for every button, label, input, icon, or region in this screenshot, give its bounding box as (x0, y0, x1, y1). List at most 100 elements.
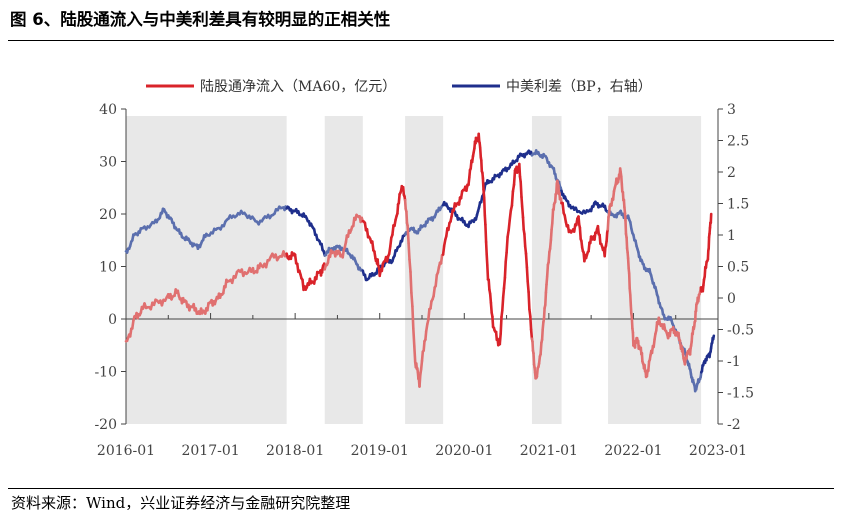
series-segment (526, 280, 530, 294)
series-segment (532, 351, 536, 366)
series-segment (411, 326, 416, 348)
series-segment (535, 366, 540, 379)
left-tick-label: 30 (99, 155, 117, 171)
series-segment (500, 295, 505, 312)
x-tick-label: 2019-01 (351, 443, 409, 459)
series-segment (507, 218, 512, 232)
shaded-periods (126, 116, 702, 424)
series-segment (498, 332, 503, 346)
series-segment (485, 263, 490, 281)
series-segment (596, 224, 601, 236)
series-segment (409, 270, 413, 295)
series-segment (605, 231, 609, 243)
title-rule (8, 40, 834, 41)
series-segment (544, 283, 548, 295)
x-tick-label: 2022-01 (604, 443, 662, 459)
series-segment (396, 203, 400, 215)
right-tick-label: -1.5 (727, 386, 754, 402)
series-segment (521, 216, 526, 231)
series-segment (646, 360, 651, 373)
right-tick-label: -0.5 (727, 323, 754, 339)
series-segment (422, 339, 426, 352)
series-segment (503, 260, 508, 280)
series-segment (606, 215, 610, 231)
series-segment (603, 246, 607, 258)
x-tick-label: 2016-01 (97, 443, 155, 459)
series-segment (524, 252, 529, 269)
series-segment (539, 341, 543, 356)
series-segment (406, 224, 410, 245)
series-segment (410, 291, 414, 308)
right-tick-label: 1 (727, 228, 736, 244)
series-segment (611, 189, 616, 201)
series-segment (548, 238, 553, 250)
series-segment (626, 256, 631, 271)
series-segment (419, 359, 424, 371)
series-segment (441, 244, 446, 256)
left-tick-label: 0 (108, 312, 117, 328)
series-segment (542, 306, 546, 321)
left-tick-label: 10 (99, 260, 117, 276)
series-segment (485, 253, 489, 267)
series-segment (293, 253, 298, 265)
legend: 陆股通净流入（MA60，亿元） 中美利差（BP，右轴） (146, 79, 652, 95)
series-segment (520, 205, 525, 219)
series-segment (501, 286, 506, 299)
series-segment (484, 223, 488, 244)
left-tick-label: -20 (94, 417, 117, 433)
x-tick-label: 2023-01 (689, 443, 747, 459)
series-segment (482, 188, 486, 200)
right-tick-label: 0 (727, 291, 736, 307)
series-segment (508, 209, 513, 222)
x-tick-label: 2017-01 (181, 443, 239, 459)
series-segment (403, 198, 408, 211)
series-segment (365, 227, 370, 239)
series-segment (628, 293, 633, 307)
series-segment (424, 329, 428, 342)
series-segment (528, 314, 533, 331)
series-segment (388, 236, 393, 248)
series-lines (124, 132, 716, 393)
series-segment (525, 265, 530, 283)
series-segment (545, 274, 549, 286)
series-segment (510, 190, 515, 207)
series-segment (397, 192, 401, 205)
series-segment (520, 195, 524, 209)
series-segment (630, 315, 634, 330)
x-tick-label: 2018-01 (266, 443, 324, 459)
series-segment (529, 328, 534, 341)
series-segment (629, 303, 633, 315)
series-segment (482, 196, 487, 217)
shaded-period-1 (126, 116, 287, 424)
series-segment (550, 208, 555, 225)
left-tick-label: -10 (94, 365, 117, 381)
series-segment (517, 162, 522, 178)
series-segment (487, 278, 491, 291)
line-chart: -20 -10 0 10 20 30 40 -2 -1.5 -1 -0.5 0 0.5 1 1.5 2 2.5 3… (94, 79, 754, 459)
series-segment (640, 351, 644, 363)
series-segment (370, 240, 375, 252)
series-segment (439, 254, 444, 265)
series-segment (491, 315, 495, 329)
source-note: 资料来源：Wind，兴业证券经济与金融研究院整理 (11, 494, 351, 512)
series-spread (124, 149, 716, 393)
right-tick-label: 1.5 (727, 197, 749, 213)
series-segment (540, 328, 545, 342)
series-segment (504, 251, 508, 264)
right-tick-label: 3 (727, 102, 736, 118)
figure-title: 图 6、陆股通流入与中美利差具有较明显的正相关性 (10, 10, 391, 29)
series-segment (711, 334, 716, 341)
series-segment (432, 286, 437, 298)
series-segment (577, 215, 581, 226)
series-segment (434, 273, 439, 288)
source-rule (8, 488, 834, 489)
series-segment (547, 250, 551, 264)
left-tick-label: 40 (99, 102, 117, 118)
series-segment (543, 291, 548, 307)
series-segment (479, 158, 484, 173)
series-segment (481, 176, 485, 191)
series-segment (420, 350, 425, 363)
right-tick-label: 2.5 (727, 134, 749, 150)
x-tick-label: 2020-01 (435, 443, 493, 459)
series-segment (499, 315, 503, 335)
